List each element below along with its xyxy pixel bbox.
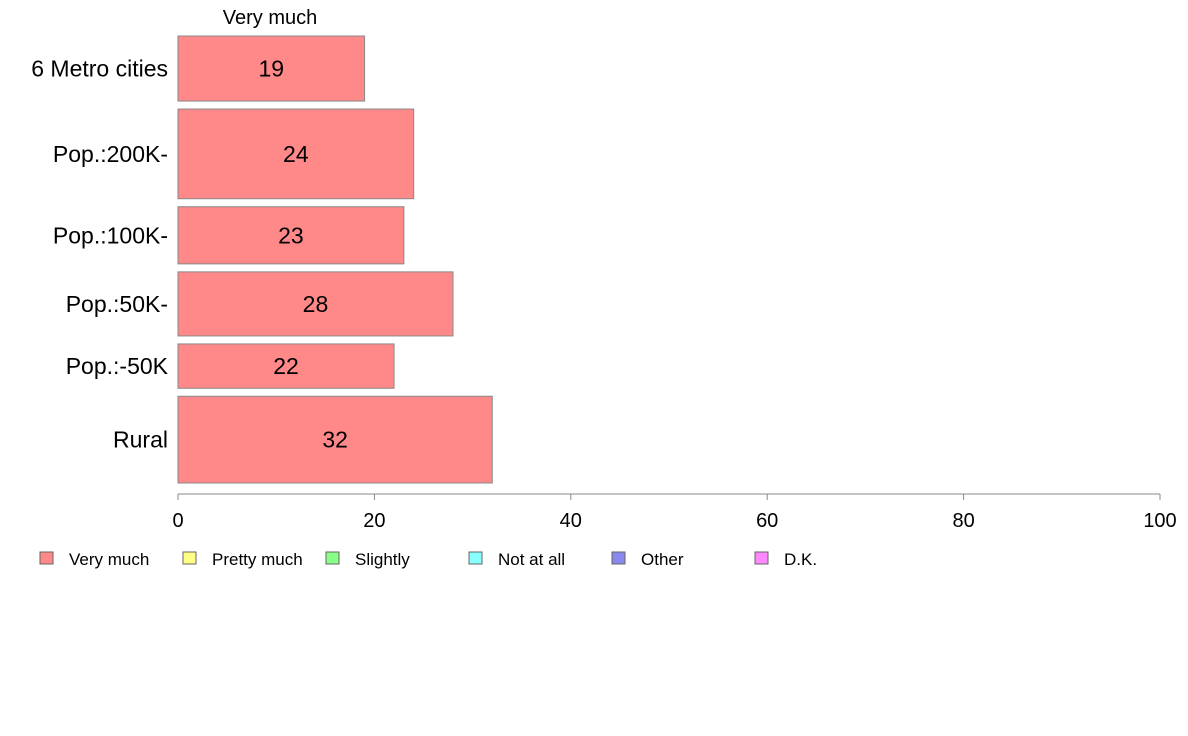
- bar: [177, 108, 415, 200]
- legend-label: Slightly: [355, 550, 410, 569]
- category-label: Pop.:-50K: [66, 353, 169, 379]
- category-label: Rural: [113, 427, 168, 453]
- legend-swatch: [468, 551, 483, 565]
- x-tick-label: 20: [363, 510, 385, 532]
- bar-value-label: 19: [258, 56, 284, 82]
- bar: [177, 343, 395, 389]
- bars-layer: 6 Metro cities 19 Pop.:200K- 24 Pop.:100K- 23…: [31, 35, 493, 484]
- bar-value-label: 32: [322, 427, 348, 453]
- legend-label: Very much: [69, 550, 149, 569]
- legend: Very much Pretty much Slightly Not at all Ot…: [39, 550, 817, 569]
- legend-swatch: [182, 551, 197, 565]
- bar-value-label: 22: [273, 353, 299, 379]
- bar-value-label: 28: [303, 291, 329, 317]
- legend-label: Other: [641, 550, 684, 569]
- series-header-label: Very much: [223, 7, 317, 29]
- bar: [177, 206, 405, 265]
- category-label: 6 Metro cities: [31, 56, 168, 82]
- legend-label: Pretty much: [212, 550, 303, 569]
- legend-swatch: [754, 551, 769, 565]
- category-label: Pop.:200K-: [53, 141, 168, 167]
- bar-value-label: 24: [283, 141, 309, 167]
- category-label: Pop.:50K-: [66, 291, 168, 317]
- legend-swatch: [39, 551, 54, 565]
- x-tick-label: 80: [952, 510, 974, 532]
- x-tick-label: 0: [172, 510, 183, 532]
- bar: [177, 35, 366, 102]
- bar: [177, 395, 493, 484]
- x-tick-label: 40: [560, 510, 582, 532]
- legend-label: D.K.: [784, 550, 817, 569]
- legend-swatch: [611, 551, 626, 565]
- x-axis: 0 20 40 60 80 100: [172, 493, 1177, 532]
- legend-label: Not at all: [498, 550, 565, 569]
- x-tick-label: 60: [756, 510, 778, 532]
- bar: [177, 271, 454, 337]
- legend-swatch: [325, 551, 340, 565]
- category-label: Pop.:100K-: [53, 222, 168, 248]
- bar-value-label: 23: [278, 222, 304, 248]
- x-tick-label: 100: [1143, 510, 1176, 532]
